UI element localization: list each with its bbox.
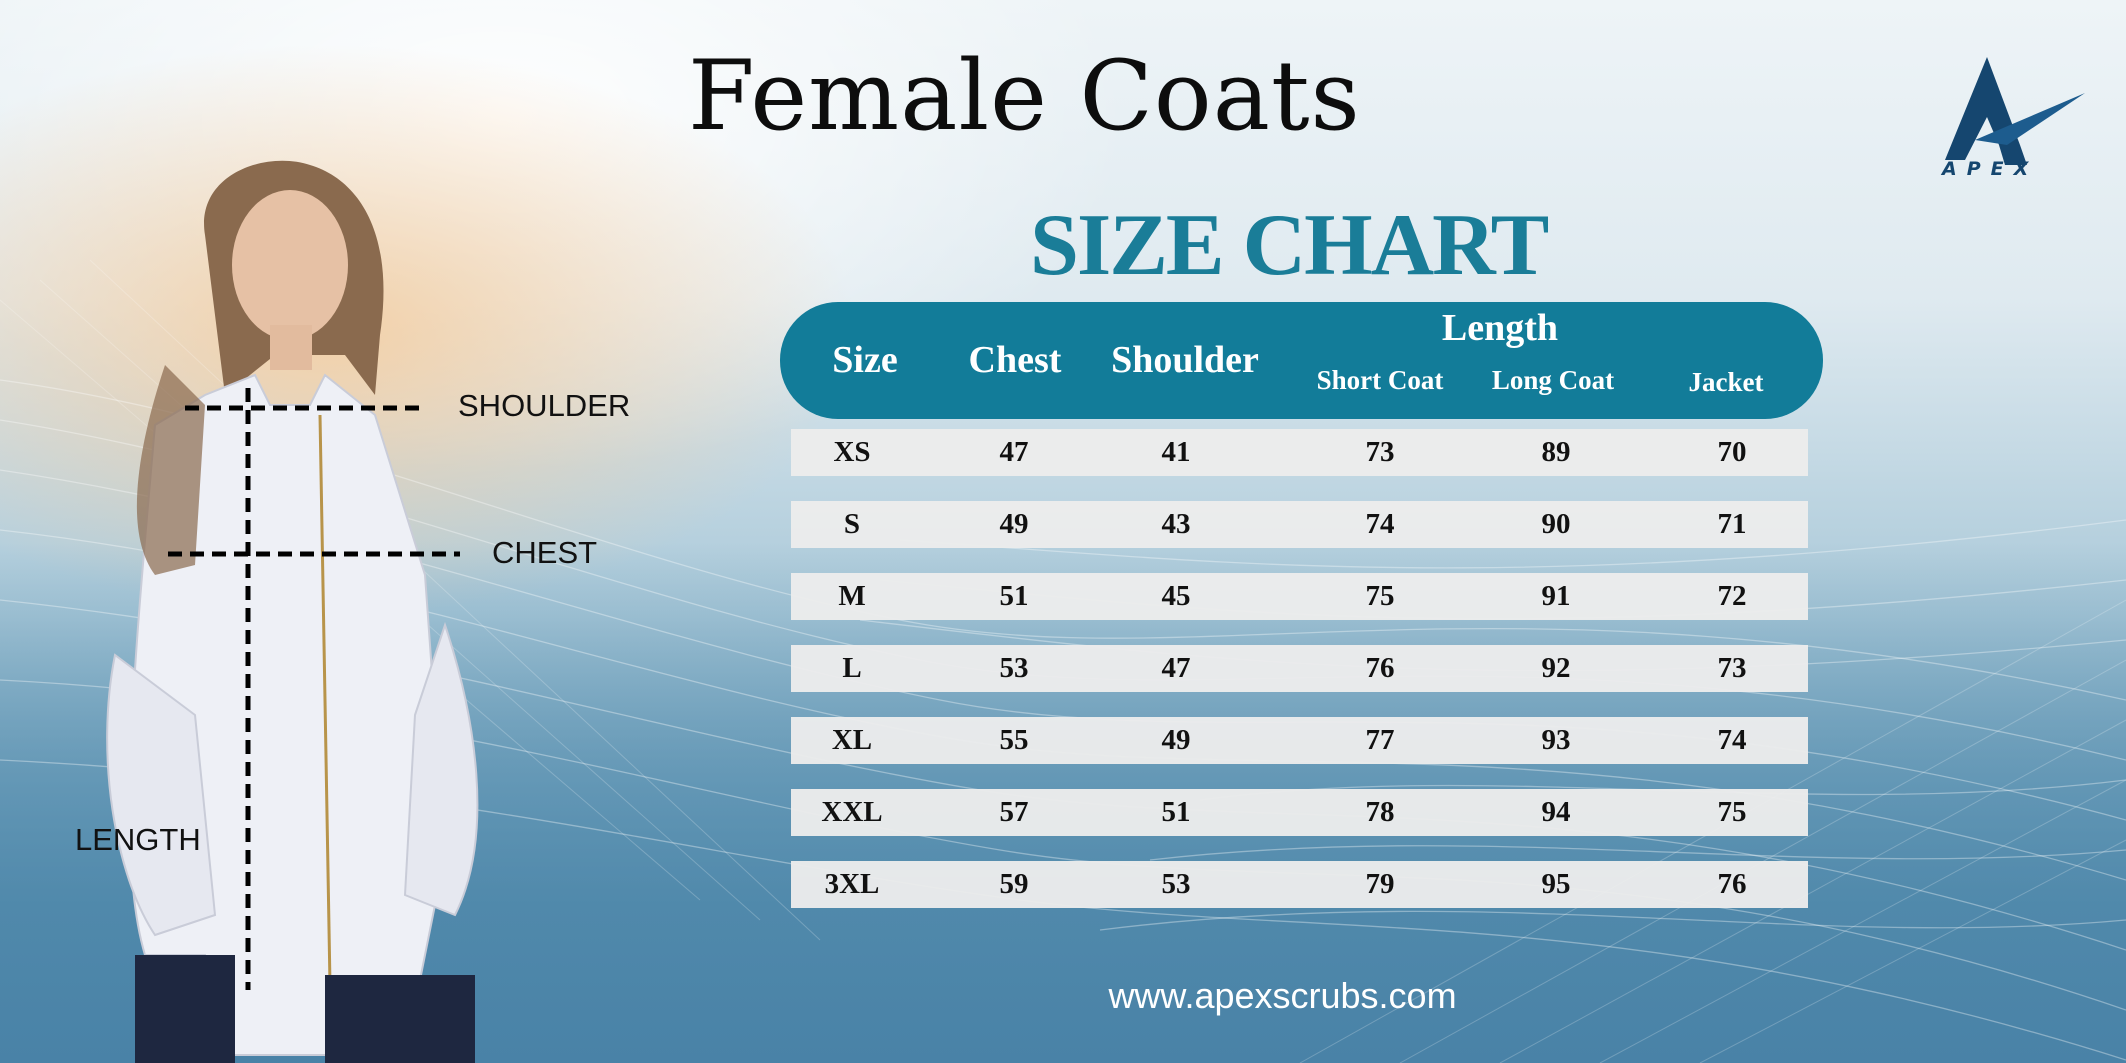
cell-chest: 47	[999, 436, 1029, 468]
cell-short-coat: 73	[1365, 436, 1395, 468]
cell-jacket: 72	[1717, 580, 1747, 612]
header-length-group: Length	[1441, 307, 1559, 349]
table-header: Size Chest Shoulder Length Short Coat Lo…	[780, 302, 1823, 419]
cell-long-coat: 95	[1541, 868, 1571, 900]
cell-size: 3XL	[824, 868, 880, 900]
cell-size: S	[843, 508, 861, 540]
cell-shoulder: 41	[1161, 436, 1191, 468]
website-link[interactable]: www.apexscrubs.com	[1108, 975, 1457, 1016]
cell-long-coat: 93	[1541, 724, 1571, 756]
header-short-coat: Short Coat	[1316, 365, 1444, 395]
cell-short-coat: 77	[1365, 724, 1395, 756]
cell-shoulder: 43	[1161, 508, 1191, 540]
cell-long-coat: 89	[1541, 436, 1571, 468]
cell-long-coat: 90	[1541, 508, 1571, 540]
cell-short-coat: 75	[1365, 580, 1395, 612]
cell-jacket: 70	[1717, 436, 1747, 468]
cell-short-coat: 79	[1365, 868, 1395, 900]
cell-short-coat: 78	[1365, 796, 1395, 828]
cell-chest: 55	[999, 724, 1029, 756]
header-shoulder: Shoulder	[1111, 339, 1259, 381]
cell-shoulder: 47	[1161, 652, 1191, 684]
cell-jacket: 71	[1717, 508, 1747, 540]
cell-long-coat: 94	[1541, 796, 1571, 828]
page-title: Female Coats	[688, 40, 1361, 152]
apex-logo-icon	[1945, 57, 2085, 165]
logo-wordmark: APEX	[1942, 158, 2039, 180]
cell-long-coat: 91	[1541, 580, 1571, 612]
table-row: L 53 47 76 92 73	[791, 645, 1808, 692]
size-chart-heading: SIZE CHART	[1030, 197, 1549, 294]
table-row: XS 47 41 73 89 70	[791, 429, 1808, 476]
cell-chest: 57	[999, 796, 1029, 828]
cell-jacket: 74	[1717, 724, 1747, 756]
cell-shoulder: 53	[1161, 868, 1191, 900]
header-chest: Chest	[968, 339, 1062, 381]
cell-long-coat: 92	[1541, 652, 1571, 684]
cell-shoulder: 45	[1161, 580, 1191, 612]
header-size: Size	[832, 339, 898, 381]
size-table-body: XS 47 41 73 89 70 S 49 43 74 90 71 M 51 …	[791, 429, 1808, 933]
cell-jacket: 75	[1717, 796, 1747, 828]
shoulder-label: SHOULDER	[458, 388, 631, 423]
cell-short-coat: 76	[1365, 652, 1395, 684]
cell-chest: 49	[999, 508, 1029, 540]
cell-jacket: 76	[1717, 868, 1747, 900]
cell-size: XXL	[821, 796, 883, 828]
table-row: 3XL 59 53 79 95 76	[791, 861, 1808, 908]
cell-size: XS	[833, 436, 871, 468]
cell-short-coat: 74	[1365, 508, 1395, 540]
model-photo	[106, 160, 479, 1063]
cell-size: XL	[831, 724, 873, 756]
cell-size: M	[838, 580, 866, 612]
cell-shoulder: 49	[1161, 724, 1191, 756]
cell-shoulder: 51	[1161, 796, 1191, 828]
header-long-coat: Long Coat	[1491, 365, 1615, 395]
cell-chest: 53	[999, 652, 1029, 684]
table-row: M 51 45 75 91 72	[791, 573, 1808, 620]
cell-size: L	[842, 652, 862, 684]
chest-label: CHEST	[492, 535, 598, 570]
cell-chest: 51	[999, 580, 1029, 612]
table-row: XL 55 49 77 93 74	[791, 717, 1808, 764]
header-jacket: Jacket	[1688, 367, 1764, 397]
table-row: XXL 57 51 78 94 75	[791, 789, 1808, 836]
length-label: LENGTH	[75, 822, 201, 857]
cell-jacket: 73	[1717, 652, 1747, 684]
table-row: S 49 43 74 90 71	[791, 501, 1808, 548]
cell-chest: 59	[999, 868, 1029, 900]
